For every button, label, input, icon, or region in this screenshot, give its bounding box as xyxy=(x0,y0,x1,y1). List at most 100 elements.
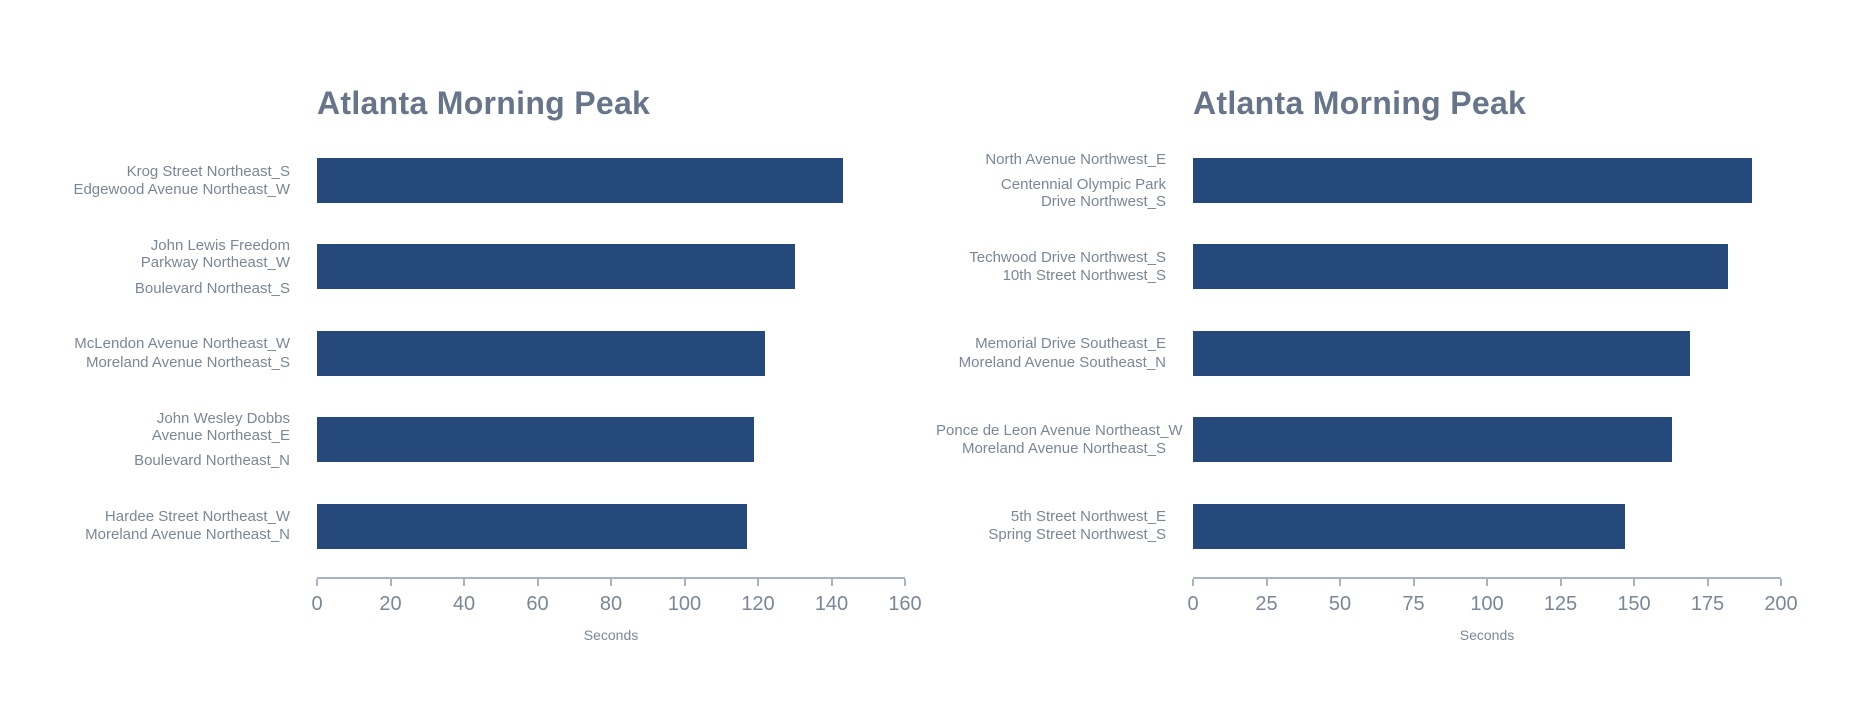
bar xyxy=(317,158,843,203)
cross-street-name: Boulevard Northeast_N xyxy=(60,452,290,469)
y-tick-label: John Lewis Freedom Parkway Northeast_W Bou… xyxy=(60,237,290,297)
street-name: Hardee Street Northeast_W xyxy=(60,508,290,525)
cross-street-name: Centennial Olympic Park Drive Northwest_S xyxy=(936,176,1166,211)
bar xyxy=(1193,244,1729,290)
y-tick-label-line: North Avenue Northwest_E xyxy=(985,150,1166,168)
x-axis-line xyxy=(1193,577,1781,579)
chart-atlanta-morning-peak-left: Atlanta Morning Peak Krog Street Northea… xyxy=(60,0,922,721)
x-tick-mark xyxy=(1265,579,1268,586)
street-name: McLendon Avenue Northeast_W xyxy=(60,335,290,352)
y-tick-label: McLendon Avenue Northeast_W Moreland Aven… xyxy=(60,335,290,371)
x-tick-mark xyxy=(536,579,539,586)
bar xyxy=(1193,503,1626,549)
x-axis-line xyxy=(317,577,905,579)
y-tick-label-line: Moreland Avenue Northeast_S xyxy=(85,353,290,371)
bar xyxy=(317,330,766,376)
x-tick-label: 200 xyxy=(1764,593,1798,615)
x-tick-label: 175 xyxy=(1690,593,1725,615)
x-tick-label: 160 xyxy=(888,593,922,615)
cross-street-name: Moreland Avenue Northeast_S xyxy=(936,440,1166,457)
bar xyxy=(1193,158,1752,203)
y-tick-label: Memorial Drive Southeast_E Moreland Avenu… xyxy=(936,335,1166,371)
cross-street-name: Moreland Avenue Northeast_S xyxy=(60,354,290,371)
y-tick-label: Hardee Street Northeast_W Moreland Avenue… xyxy=(60,508,290,544)
x-tick-label: 0 xyxy=(1187,593,1199,615)
y-tick-label-line: Boulevard Northeast_S xyxy=(134,279,290,297)
x-tick-label: 0 xyxy=(311,593,323,615)
x-tick-label: 100 xyxy=(667,593,702,615)
chart-title: Atlanta Morning Peak xyxy=(1193,85,1527,121)
x-tick-mark xyxy=(389,579,392,586)
chart-atlanta-morning-peak-right: Atlanta Morning Peak North Avenue Northw… xyxy=(936,0,1798,721)
street-name: Ponce de Leon Avenue Northeast_W xyxy=(936,421,1183,439)
y-tick-label: John Wesley Dobbs Avenue Northeast_E Boule… xyxy=(60,410,290,470)
bar xyxy=(317,503,747,549)
y-tick-label: Ponce de Leon Avenue Northeast_W Moreland… xyxy=(936,421,1183,458)
x-tick-label: 25 xyxy=(1255,593,1278,615)
y-tick-label: Techwood Drive Northwest_S 10th Street No… xyxy=(936,249,1166,285)
bar xyxy=(317,417,755,463)
x-tick-label: 125 xyxy=(1543,593,1578,615)
street-name: John Lewis Freedom Parkway Northeast_W xyxy=(60,237,290,272)
y-tick-label-line: Edgewood Avenue Northeast_W xyxy=(73,181,290,198)
y-tick-label-line: Moreland Avenue Northeast_N xyxy=(85,526,290,544)
y-tick-label: North Avenue Northwest_E Centennial Olymp… xyxy=(936,150,1166,210)
y-tick-label-line: John Lewis Freedom xyxy=(150,236,290,254)
y-tick-label-line: Moreland Avenue Northeast_S xyxy=(961,440,1166,458)
x-tick-label: 75 xyxy=(1402,593,1425,615)
x-tick-label: 100 xyxy=(1470,593,1504,615)
y-tick-label-line: Moreland Avenue Southeast_N xyxy=(958,353,1166,371)
cross-street-name: Boulevard Northeast_S xyxy=(60,280,290,297)
bar xyxy=(1193,417,1673,463)
street-name: North Avenue Northwest_E xyxy=(936,150,1166,167)
x-tick-mark xyxy=(610,579,612,586)
x-tick-label: 120 xyxy=(741,593,775,615)
y-tick-label-line: Techwood Drive Northwest_S xyxy=(969,249,1166,266)
x-tick-mark xyxy=(1780,579,1782,586)
street-name: Techwood Drive Northwest_S xyxy=(936,249,1166,266)
x-tick-mark xyxy=(1706,579,1709,586)
x-tick-label: 50 xyxy=(1328,593,1352,615)
x-tick-label: 40 xyxy=(452,593,476,615)
x-tick-mark xyxy=(757,579,759,586)
y-tick-label-line: Drive Northwest_S xyxy=(1040,193,1166,211)
x-tick-label: 60 xyxy=(526,593,549,615)
bar xyxy=(1193,330,1690,376)
y-tick-label-line: Ponce de Leon Avenue Northeast_W xyxy=(936,421,1183,439)
y-tick-label-line: Krog Street Northeast_S xyxy=(126,162,290,180)
x-axis-title: Seconds xyxy=(1459,627,1515,643)
street-name: John Wesley Dobbs Avenue Northeast_E xyxy=(60,410,290,445)
x-tick-mark xyxy=(1412,579,1415,586)
cross-street-name: 10th Street Northwest_S xyxy=(936,267,1166,284)
y-tick-label-line: 5th Street Northwest_E xyxy=(1010,508,1166,526)
chart-title: Atlanta Morning Peak xyxy=(317,85,651,121)
x-tick-mark xyxy=(316,579,318,586)
y-tick-label-line: Memorial Drive Southeast_E xyxy=(975,335,1166,353)
y-tick-label-line: McLendon Avenue Northeast_W xyxy=(74,335,290,353)
y-tick-label-line: Centennial Olympic Park xyxy=(1000,175,1166,193)
x-tick-mark xyxy=(904,579,906,586)
x-axis-title: Seconds xyxy=(583,627,639,643)
cross-street-name: Spring Street Northwest_S xyxy=(936,527,1166,544)
x-tick-label: 20 xyxy=(379,593,402,615)
x-tick-mark xyxy=(830,579,833,586)
x-tick-mark xyxy=(1559,579,1562,586)
cross-street-name: Moreland Avenue Southeast_N xyxy=(936,354,1166,371)
y-tick-label-line: Parkway Northeast_W xyxy=(140,254,290,272)
x-tick-mark xyxy=(683,579,686,586)
x-tick-mark xyxy=(1486,579,1488,586)
x-tick-mark xyxy=(1633,579,1635,586)
x-tick-mark xyxy=(1192,579,1194,586)
x-tick-label: 140 xyxy=(814,593,849,615)
y-tick-label: 5th Street Northwest_E Spring Street Nort… xyxy=(936,508,1166,544)
y-tick-label-line: Avenue Northeast_E xyxy=(151,426,290,444)
x-tick-label: 150 xyxy=(1617,593,1651,615)
street-name: Krog Street Northeast_S xyxy=(60,163,290,180)
bar xyxy=(317,244,795,290)
cross-street-name: Edgewood Avenue Northeast_W xyxy=(60,181,290,198)
y-tick-label-line: Boulevard Northeast_N xyxy=(134,452,290,470)
x-tick-mark xyxy=(1339,579,1341,586)
y-tick-label-line: 10th Street Northwest_S xyxy=(1002,267,1166,285)
x-tick-label: 80 xyxy=(599,593,623,615)
